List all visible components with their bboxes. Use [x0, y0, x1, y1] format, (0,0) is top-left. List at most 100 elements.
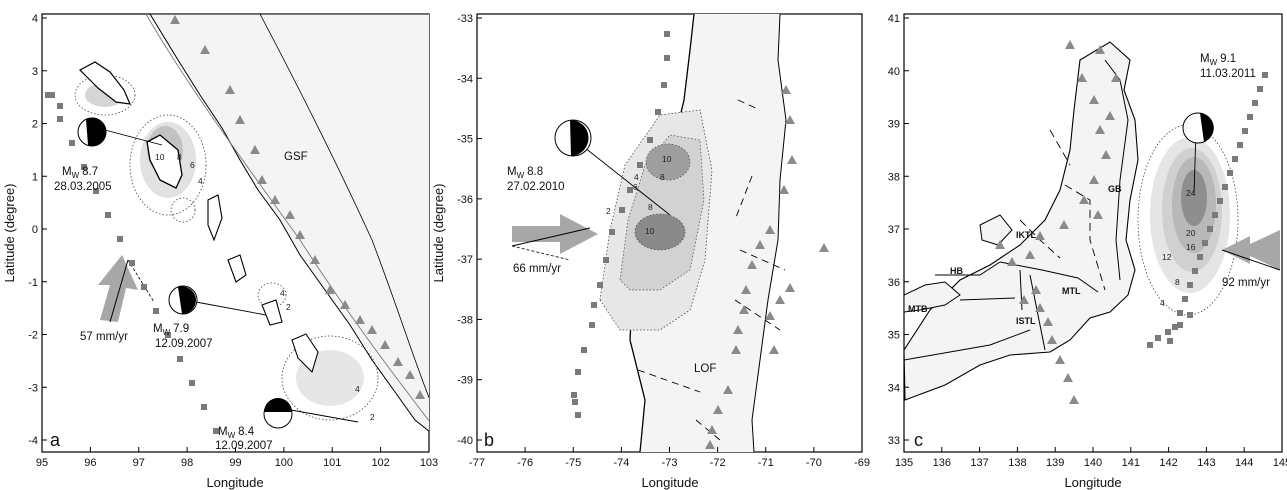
- markers-a: [45, 15, 425, 434]
- x-tick-label: 96: [84, 457, 96, 469]
- volcano-marker: [200, 45, 210, 54]
- volcano-marker: [1043, 317, 1053, 326]
- island-sipora: [227, 254, 247, 283]
- island-pagai: [261, 299, 283, 326]
- volcano-marker: [765, 311, 775, 320]
- fault-label-istl: ISTL: [1016, 316, 1036, 326]
- volcano-marker: [1077, 73, 1087, 82]
- fault-label-gsf: GSF: [284, 151, 308, 163]
- x-tick-label: 139: [1046, 457, 1064, 469]
- trench-marker: [1227, 170, 1233, 176]
- volcano-marker: [765, 225, 775, 234]
- volcano-marker: [1095, 45, 1105, 54]
- y-ticks-c: 41 40 39 38 37 36 35 34 33: [888, 13, 909, 447]
- velocity-vector-b: [511, 227, 591, 247]
- x-tick-label: 142: [1159, 457, 1177, 469]
- contour-label: 4: [280, 288, 285, 298]
- trench-marker: [664, 31, 670, 37]
- volcano-marker: [393, 357, 403, 366]
- volcano-marker: [295, 230, 305, 239]
- y-axis-label-b: Latitude (degree): [431, 183, 446, 282]
- y-tick-label: 35: [888, 330, 900, 342]
- y-tick-label: 41: [888, 13, 900, 25]
- volcano-marker: [781, 85, 791, 94]
- volcano-marker: [1059, 220, 1069, 229]
- x-tick-label: 98: [181, 457, 193, 469]
- trench-marker: [201, 404, 207, 410]
- event-a3-date: 12.09.2007: [215, 440, 273, 452]
- island-siberut: [207, 194, 223, 242]
- noto-peninsula: [979, 214, 1013, 246]
- volcano-marker: [787, 155, 797, 164]
- trench-marker: [117, 236, 123, 242]
- velocity-vector-c: [1221, 249, 1281, 271]
- y-tick-label: 1: [32, 171, 38, 183]
- velocity-component-a: [127, 259, 155, 303]
- beachball-a3: [263, 398, 293, 429]
- x-tick-label: -70: [806, 457, 822, 469]
- contour-b-peak-south: [634, 213, 686, 251]
- y-tick-label: 33: [888, 435, 900, 447]
- volcano-marker: [250, 145, 260, 154]
- volcano-marker: [170, 15, 180, 24]
- beachball-c1: [1182, 112, 1214, 144]
- event-c1-date: 11.03.2011: [1200, 68, 1256, 80]
- volcano-marker: [1111, 73, 1121, 82]
- trench-marker: [1167, 338, 1173, 344]
- x-tick-label: 145: [1273, 457, 1287, 469]
- contour-label: 8: [648, 202, 653, 212]
- trench-marker: [1187, 312, 1193, 318]
- panel-b-map: 10 8 6 4 2 8 10 MW 8.8 27.02.2010 66 mm/y…: [507, 14, 829, 452]
- contour-label: 2: [606, 206, 611, 216]
- trench-marker: [1172, 324, 1178, 330]
- trench-marker: [81, 164, 87, 170]
- volcano-marker: [310, 255, 320, 264]
- panel-letter-a: a: [50, 430, 61, 450]
- contour-c-24: [1181, 170, 1207, 226]
- fault-lines-c: [904, 59, 1129, 361]
- x-tick-label: 141: [1122, 457, 1140, 469]
- y-tick-label: 34: [888, 382, 900, 394]
- x-tick-label: -73: [662, 457, 678, 469]
- volcano-marker: [1019, 295, 1029, 304]
- contour-a1-outer: [74, 74, 136, 116]
- contour-label: 12: [1162, 252, 1172, 262]
- trench-marker: [1222, 184, 1228, 190]
- trench-marker: [575, 369, 581, 375]
- trench-marker: [57, 103, 63, 109]
- y-tick-label: -40: [457, 435, 473, 447]
- y-tick-label: -36: [457, 194, 473, 206]
- contour-label: 20: [1186, 228, 1196, 238]
- trench-marker: [619, 207, 625, 213]
- y-ticks-b: -33 -34 -35 -36 -37 -38 -39 -40: [457, 13, 482, 447]
- trench-marker: [93, 188, 99, 194]
- volcano-marker: [1047, 335, 1057, 344]
- volcano-marker: [785, 283, 795, 292]
- x-tick-label: 135: [895, 457, 913, 469]
- contour-label: 4: [198, 176, 203, 186]
- x-axis-label-c: Longitude: [1064, 475, 1121, 490]
- contour-label: 10: [155, 152, 165, 162]
- x-tick-label: 138: [1008, 457, 1026, 469]
- island-enggano: [291, 333, 319, 374]
- y-tick-label: -3: [28, 382, 38, 394]
- volcano-marker: [355, 315, 365, 324]
- panel-letter-c: c: [914, 430, 923, 450]
- japan-shikoku: [904, 281, 961, 313]
- trench-marker: [1237, 142, 1243, 148]
- volcano-marker: [769, 345, 779, 354]
- trench-marker: [627, 187, 633, 193]
- trench-marker: [1257, 86, 1263, 92]
- island-nias: [146, 134, 183, 189]
- x-tick-label: 95: [36, 457, 48, 469]
- trench-marker: [1242, 128, 1248, 134]
- x-tick-label: -75: [565, 457, 581, 469]
- volcano-marker: [819, 243, 829, 252]
- contour-label: 16: [1186, 242, 1196, 252]
- trench-marker: [1197, 254, 1203, 260]
- markers-b: [571, 31, 829, 449]
- volcano-marker: [747, 260, 757, 269]
- y-tick-label: 0: [32, 224, 38, 236]
- volcano-marker: [405, 370, 415, 379]
